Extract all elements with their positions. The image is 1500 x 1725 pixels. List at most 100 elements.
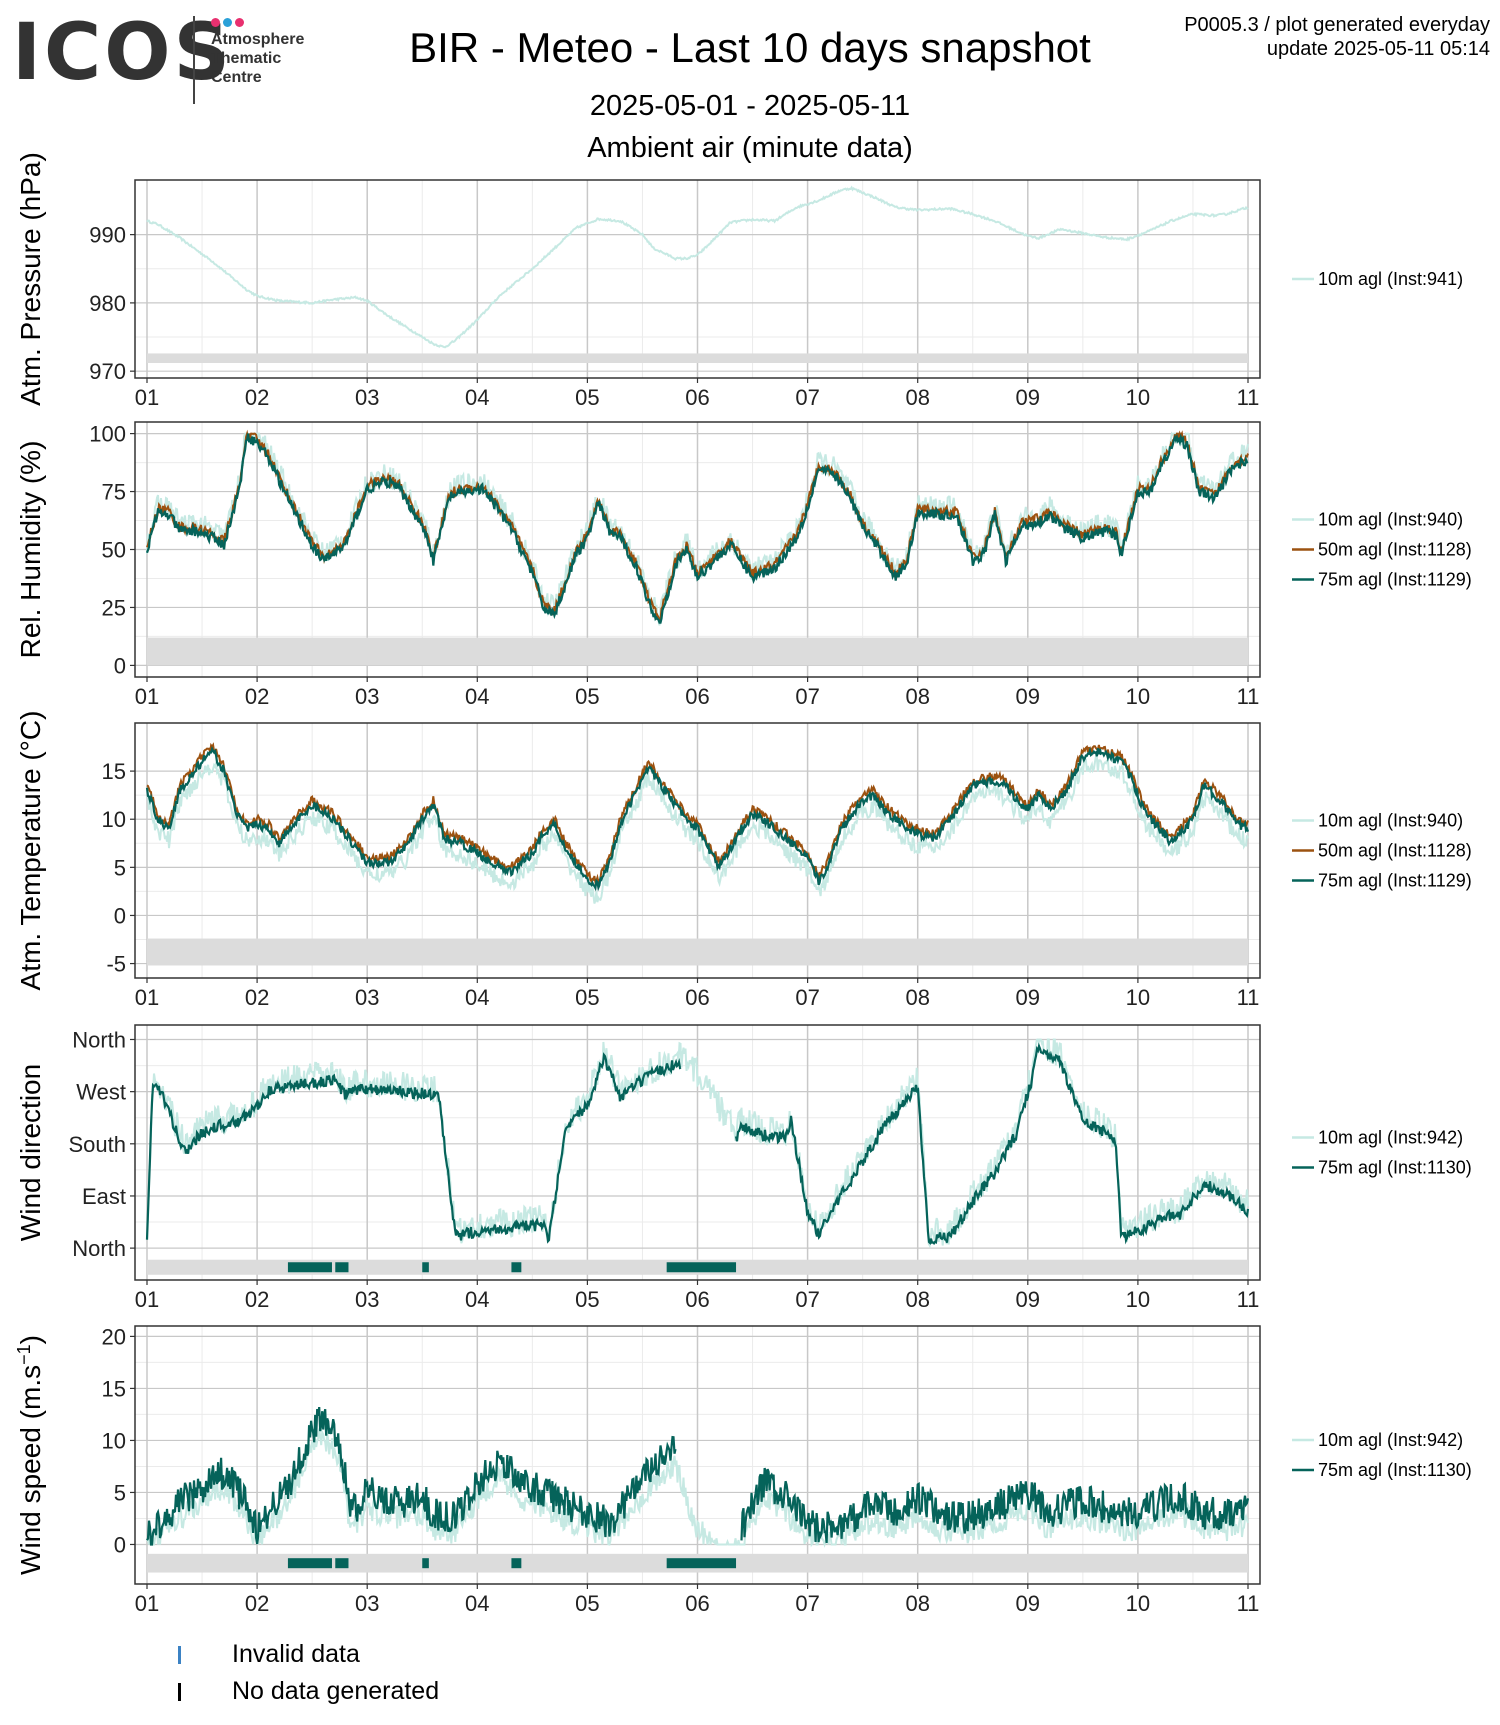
y-tick-label: 0: [114, 903, 126, 928]
y-tick-label: 970: [89, 359, 126, 384]
x-tick-label: 05: [575, 684, 599, 709]
y-tick-label: East: [82, 1184, 126, 1209]
x-tick-label: 10: [1126, 985, 1150, 1010]
x-tick-label: 11: [1237, 985, 1260, 1010]
x-tick-label: 07: [795, 1287, 819, 1312]
x-tick-label: 07: [795, 684, 819, 709]
legend-label: 75m agl (Inst:1129): [1318, 871, 1472, 891]
y-tick-label: 75: [102, 480, 126, 505]
x-tick-label: 07: [795, 1591, 819, 1616]
x-tick-label: 06: [685, 1287, 709, 1312]
x-tick-label: 01: [135, 1287, 159, 1312]
y-axis-label: Atm. Pressure (hPa): [15, 152, 46, 406]
x-tick-label: 05: [575, 385, 599, 410]
y-tick-label: 0: [114, 1532, 126, 1557]
logo-subtitle: Atmosphere Thematic Centre: [211, 30, 304, 87]
legend-label: 10m agl (Inst:940): [1318, 510, 1463, 530]
y-tick-label: 10: [102, 807, 126, 832]
x-tick-label: 06: [685, 985, 709, 1010]
y-tick-label: 15: [102, 1376, 126, 1401]
data-gap-band: [147, 938, 1248, 966]
x-tick-label: 04: [465, 385, 489, 410]
x-tick-label: 10: [1126, 1591, 1150, 1616]
y-axis-label: Rel. Humidity (%): [15, 441, 46, 659]
section-title: Ambient air (minute data): [587, 132, 913, 164]
y-tick-label: 50: [102, 538, 126, 563]
y-tick-label: 990: [89, 223, 126, 248]
nodata-block: [666, 1262, 737, 1273]
x-tick-label: 09: [1016, 1287, 1040, 1312]
legend-label: 75m agl (Inst:1130): [1318, 1158, 1472, 1178]
series-line-75m: [734, 1042, 1250, 1245]
x-tick-label: 03: [355, 684, 379, 709]
nodata-label: No data generated: [232, 1677, 440, 1705]
series-line-50m: [146, 742, 1249, 886]
legend-label: 50m agl (Inst:1128): [1318, 841, 1472, 861]
date-range: 2025-05-01 - 2025-05-11: [589, 90, 911, 122]
nodata-block: [422, 1558, 429, 1569]
x-tick-label: 04: [465, 1287, 489, 1312]
y-tick-label: 20: [102, 1324, 126, 1349]
x-tick-label: 07: [795, 985, 819, 1010]
y-axis-label: Atm. Temperature (°C): [15, 711, 46, 991]
x-tick-label: 05: [575, 985, 599, 1010]
x-tick-label: 04: [465, 985, 489, 1010]
x-tick-label: 11: [1237, 1287, 1260, 1312]
nodata-block: [335, 1558, 349, 1569]
logo-subtitle-line: Centre: [211, 69, 262, 86]
y-tick-label: North: [72, 1027, 126, 1052]
page-title: BIR - Meteo - Last 10 days snapshot: [409, 24, 1091, 71]
logo-dots: [211, 14, 247, 32]
series-line-75m: [146, 1406, 677, 1546]
y-tick-label: South: [69, 1132, 127, 1157]
update-timestamp: update 2025-05-11 05:14: [1266, 38, 1490, 60]
y-tick-label: 5: [114, 1480, 126, 1505]
logo-subtitle-line: Atmosphere: [211, 31, 305, 48]
x-tick-label: 01: [135, 985, 159, 1010]
nodata-block: [287, 1262, 332, 1273]
x-tick-label: 11: [1237, 385, 1260, 410]
series-line-75m: [740, 1467, 1250, 1544]
x-tick-label: 07: [795, 385, 819, 410]
y-axis-label-end: ): [15, 1335, 46, 1344]
series-line-10m: [146, 1038, 1249, 1249]
x-tick-label: 08: [905, 684, 929, 709]
legend-label: 10m agl (Inst:942): [1318, 1430, 1463, 1450]
x-tick-label: 06: [685, 1591, 709, 1616]
y-axis-label: Wind direction: [15, 1064, 46, 1241]
x-tick-label: 01: [135, 385, 159, 410]
x-tick-label: 08: [905, 385, 929, 410]
x-tick-label: 08: [905, 985, 929, 1010]
x-tick-label: 10: [1126, 385, 1150, 410]
x-tick-label: 05: [575, 1287, 599, 1312]
y-tick-label: 25: [102, 595, 126, 620]
x-tick-label: 04: [465, 684, 489, 709]
x-tick-label: 01: [135, 1591, 159, 1616]
y-tick-label: West: [76, 1080, 126, 1105]
x-tick-label: 02: [245, 1287, 269, 1312]
x-tick-label: 03: [355, 1287, 379, 1312]
y-axis-label-superscript: −1: [14, 1344, 34, 1365]
x-tick-label: 03: [355, 1591, 379, 1616]
y-axis-label: Wind speed (m.s−1): [14, 1335, 46, 1575]
data-gap-band: [147, 353, 1248, 363]
x-tick-label: 01: [135, 684, 159, 709]
series-line-75m: [145, 1052, 682, 1244]
invalid-data-label: Invalid data: [232, 1640, 360, 1668]
nodata-block: [287, 1558, 332, 1569]
x-tick-label: 03: [355, 385, 379, 410]
x-tick-label: 06: [685, 385, 709, 410]
y-tick-label: 15: [102, 759, 126, 784]
y-axis-label-main: Wind speed (m.s: [15, 1365, 46, 1575]
x-tick-label: 10: [1126, 1287, 1150, 1312]
x-tick-label: 11: [1237, 1591, 1260, 1616]
nodata-block: [511, 1262, 522, 1273]
y-tick-label: 10: [102, 1428, 126, 1453]
x-tick-label: 02: [245, 684, 269, 709]
x-tick-label: 04: [465, 1591, 489, 1616]
series-line-10m: [146, 185, 1249, 349]
legend-label: 50m agl (Inst:1128): [1318, 540, 1472, 560]
x-tick-label: 09: [1016, 385, 1040, 410]
logo-dot: [223, 18, 232, 27]
nodata-block: [422, 1262, 429, 1273]
